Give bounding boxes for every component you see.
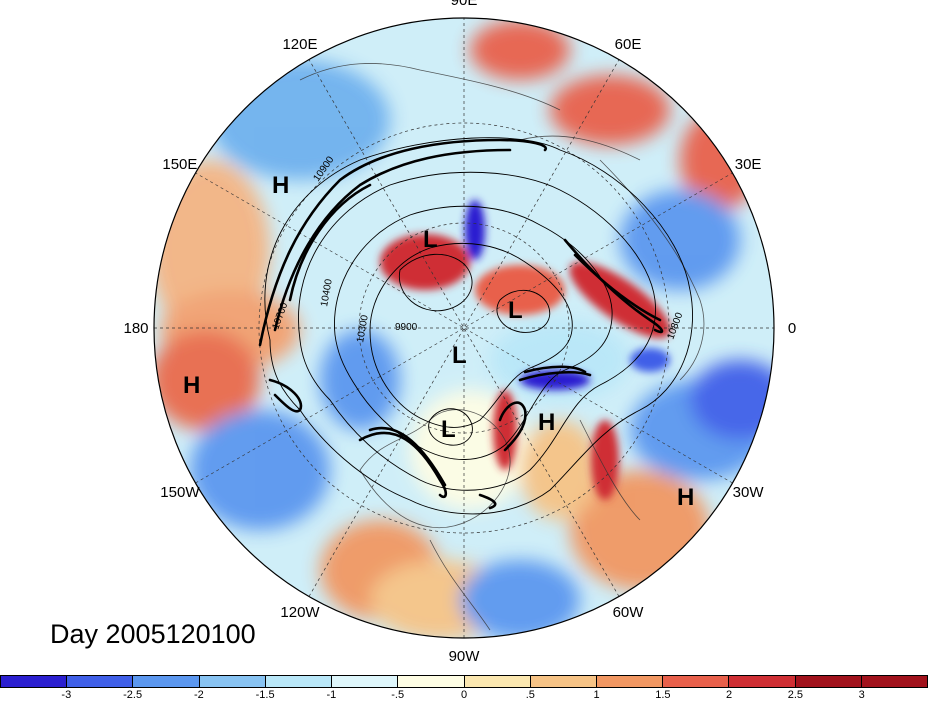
low-center: L	[423, 226, 438, 253]
longitude-label: 0	[788, 320, 796, 337]
longitude-label: 30W	[733, 484, 765, 501]
low-center: L	[441, 416, 456, 443]
meridian-line	[195, 172, 733, 484]
longitude-labels: 90E 60E 30E 0 30W 60W 90W 120W 150W 180 150E 120E	[123, 0, 796, 665]
colorbar-tick-label: .5	[525, 689, 535, 701]
low-center: L	[508, 297, 523, 324]
meridian-line	[308, 59, 620, 597]
meridian-line	[308, 59, 620, 597]
colorbar-tick-label: 0	[460, 689, 468, 701]
colorbar-swatch	[1, 676, 68, 687]
colorbar-swatch	[861, 676, 928, 687]
longitude-label: 30E	[735, 156, 762, 173]
longitude-label: 150E	[162, 156, 197, 173]
colorbar-tick-label: 3	[858, 689, 865, 701]
longitude-label: 90E	[451, 0, 478, 9]
pressure-centers: H H H H L L L L	[183, 172, 694, 511]
colorbar-tick-label: 1.5	[655, 689, 671, 701]
colorbar-swatch	[398, 676, 465, 687]
colorbar-swatch	[464, 676, 531, 687]
contour-label: 10400	[319, 278, 335, 308]
longitude-label: 120E	[282, 36, 317, 53]
date-title: Day 2005120100	[50, 619, 256, 649]
longitude-label: 120W	[280, 604, 320, 621]
colorbar-swatch	[199, 676, 266, 687]
colorbar-swatch	[596, 676, 664, 687]
jet-stream-contours	[258, 138, 664, 510]
colorbar-tick-label: -1	[326, 689, 337, 701]
colorbar-tick-label: -3	[61, 689, 72, 701]
longitude-label: 150W	[160, 484, 200, 501]
colorbar-tick-labels: -3 -2.5 -2 -1.5 -1 -.5 0 .5 1 1.5 2 2.5 3	[0, 688, 928, 702]
colorbar-swatch	[729, 676, 796, 687]
longitude-label: 180	[123, 320, 148, 337]
anomaly-field	[154, 18, 774, 638]
high-center: H	[677, 484, 694, 511]
contour-label: 9900	[395, 322, 418, 333]
map-border	[153, 17, 775, 639]
colorbar-tick-label: -2.5	[123, 689, 143, 701]
high-center: H	[538, 409, 555, 436]
high-center: H	[272, 172, 289, 199]
colorbar-swatch	[663, 676, 730, 687]
colorbar-swatch	[67, 676, 134, 687]
colorbar-swatch	[530, 676, 597, 687]
height-contours	[264, 137, 693, 515]
high-center: H	[183, 372, 200, 399]
longitude-label: 60E	[615, 36, 642, 53]
colorbar-tick-label: 1	[593, 689, 600, 701]
colorbar-swatch	[332, 676, 399, 687]
contour-label: 10300	[355, 314, 371, 344]
colorbar-swatches	[0, 675, 928, 688]
colorbar-swatch	[795, 676, 862, 687]
low-center: L	[452, 342, 467, 369]
colorbar-swatch	[133, 676, 200, 687]
longitude-label: 60W	[613, 604, 645, 621]
longitude-label: 90W	[449, 648, 481, 665]
colorbar-tick-label: -2	[194, 689, 204, 701]
colorbar-swatch	[265, 676, 333, 687]
colorbar-tick-label: 2	[726, 689, 733, 701]
colorbar-tick-label: -1.5	[255, 689, 275, 701]
polar-map: 10900 10800 10400 10300 10700 9900 H H H…	[123, 0, 796, 665]
colorbar-tick-label: 2.5	[787, 689, 804, 701]
colorbar: -3 -2.5 -2 -1.5 -1 -.5 0 .5 1 1.5 2 2.5 3	[0, 675, 928, 702]
colorbar-tick-label: -.5	[391, 689, 405, 701]
